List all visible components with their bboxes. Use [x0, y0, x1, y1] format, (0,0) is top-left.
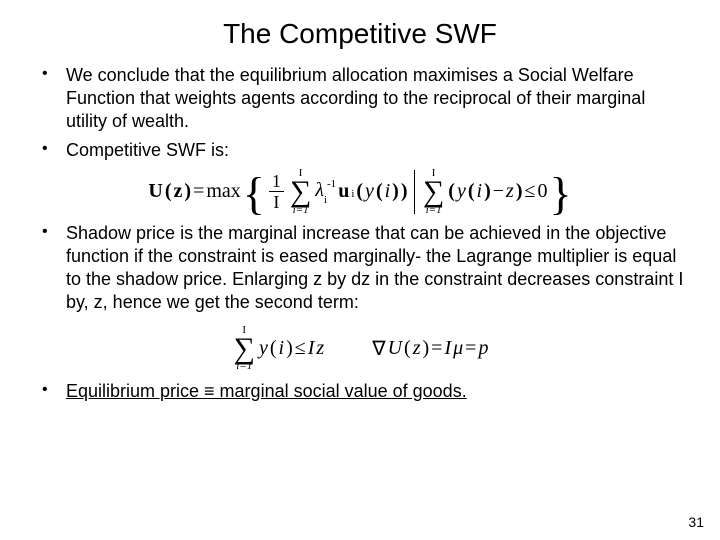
sym-U: U	[148, 180, 162, 203]
sym-max: max	[206, 180, 240, 203]
slide: The Competitive SWF We conclude that the…	[0, 0, 720, 540]
bullet-list-2: Shadow price is the marginal increase th…	[34, 222, 686, 314]
sym-p: p	[478, 337, 488, 360]
sum-3: I ∑ i=1	[234, 325, 255, 373]
sym-y3: y	[259, 337, 268, 360]
sum2-bot: i=1	[426, 205, 442, 216]
sum3-bot: i=1	[236, 361, 252, 372]
sym-le2: ≤	[295, 337, 306, 360]
sym-i2: i	[477, 180, 483, 203]
sum-2: I ∑ i=1	[423, 168, 444, 216]
sym-I2: I	[444, 337, 451, 360]
bullet-3: Shadow price is the marginal increase th…	[34, 222, 686, 314]
formula-2-row: I ∑ i=1 y (i) ≤ Iz ∇ U (z) = I μ = p	[34, 320, 686, 373]
frac-1-over-I: 1 I	[269, 172, 284, 211]
sym-lambda: λ	[315, 179, 324, 201]
frac-num: 1	[269, 172, 284, 192]
sym-I: I	[308, 337, 315, 360]
sym-y2: y	[457, 180, 466, 203]
sym-y1: y	[365, 180, 374, 203]
sym-eq3: =	[465, 337, 476, 360]
sym-z2: z	[506, 180, 514, 203]
sym-i3: i	[279, 337, 285, 360]
sym-mu: μ	[453, 337, 463, 360]
formula-1-row: U (z) = max { 1 I I ∑ i=1 λi-1 ui (y(i))…	[34, 168, 686, 216]
sym-eq2: =	[431, 337, 442, 360]
page-number: 31	[688, 514, 704, 530]
vert-bar	[414, 170, 415, 214]
sym-i1: i	[385, 180, 391, 203]
formula-2: I ∑ i=1 y (i) ≤ Iz ∇ U (z) = I μ = p	[232, 325, 489, 373]
sym-U2: U	[388, 337, 402, 360]
sym-z: z	[174, 180, 183, 203]
lambda-sub: i	[324, 194, 327, 206]
sym-u: u	[338, 180, 349, 202]
bullet-list-3: Equilibrium price ≡ marginal social valu…	[34, 380, 686, 403]
bullet-list: We conclude that the equilibrium allocat…	[34, 64, 686, 162]
formula-1: U (z) = max { 1 I I ∑ i=1 λi-1 ui (y(i))…	[148, 168, 571, 216]
sym-nabla: ∇	[372, 336, 385, 361]
lambda-sup: -1	[327, 178, 336, 190]
u-sub: i	[351, 188, 354, 200]
bullet-4: Equilibrium price ≡ marginal social valu…	[34, 380, 686, 403]
bullet-4-text: Equilibrium price ≡ marginal social valu…	[66, 381, 467, 401]
sym-z3: z	[316, 337, 324, 360]
slide-title: The Competitive SWF	[34, 18, 686, 50]
sum-1: I ∑ i=1	[290, 168, 311, 216]
frac-den: I	[270, 192, 282, 211]
sym-z4: z	[413, 337, 421, 360]
sym-eq: =	[193, 180, 204, 203]
sym-zero: 0	[538, 180, 548, 203]
sym-le: ≤	[525, 180, 536, 203]
sum1-bot: i=1	[293, 205, 309, 216]
sym-minus: −	[493, 180, 504, 203]
bullet-2: Competitive SWF is:	[34, 139, 686, 162]
bullet-1: We conclude that the equilibrium allocat…	[34, 64, 686, 133]
